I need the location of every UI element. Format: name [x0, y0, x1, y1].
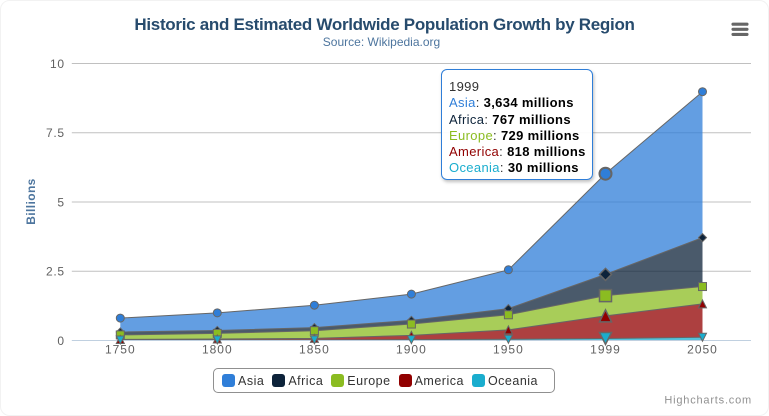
- svg-text:1999: 1999: [590, 343, 621, 357]
- svg-text:10: 10: [50, 57, 65, 71]
- svg-text:7.5: 7.5: [46, 126, 65, 140]
- svg-text:1950: 1950: [493, 343, 524, 357]
- svg-text:1800: 1800: [202, 343, 233, 357]
- svg-text:Billions: Billions: [24, 178, 38, 225]
- svg-text:0: 0: [57, 334, 64, 348]
- svg-text:1850: 1850: [299, 343, 330, 357]
- svg-text:1750: 1750: [105, 343, 136, 357]
- svg-text:2050: 2050: [687, 343, 718, 357]
- svg-text:Highcharts.com: Highcharts.com: [664, 395, 752, 407]
- svg-text:2.5: 2.5: [46, 265, 65, 279]
- svg-text:1900: 1900: [396, 343, 427, 357]
- svg-text:5: 5: [57, 195, 64, 209]
